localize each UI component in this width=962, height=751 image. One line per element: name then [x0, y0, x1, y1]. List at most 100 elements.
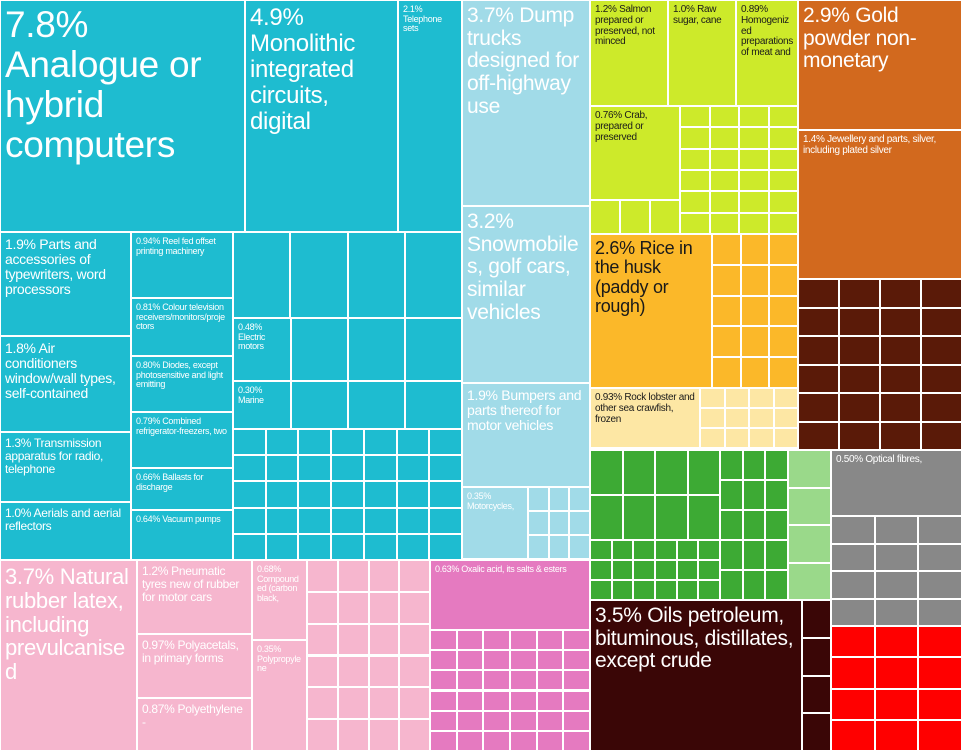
treemap-tile-small: [676, 540, 699, 560]
treemap-tile-small: [569, 535, 590, 559]
treemap-tile: 3.7% Dump trucks designed for off-highwa…: [462, 0, 590, 206]
treemap-tile-small: [590, 560, 612, 580]
treemap-tile: 0.50% Optical fibres,: [831, 450, 962, 516]
treemap-tile-small: [337, 655, 369, 688]
treemap-tile: 1.2% Pneumatic tyres new of rubber for m…: [137, 560, 252, 634]
treemap-tile-small: [563, 670, 590, 691]
treemap-tile-small: [831, 688, 875, 720]
treemap-tile: 0.35% Polypropylene: [252, 640, 307, 751]
treemap-tile-small: [740, 326, 770, 358]
treemap-tile-small: [291, 381, 348, 429]
treemap-tile-small: [396, 455, 430, 482]
treemap-tile-small: [680, 148, 710, 170]
treemap-tile: 2.6% Rice in the husk (paddy or rough): [590, 234, 712, 388]
treemap-tile-small: [368, 719, 400, 751]
treemap-tile-small: [921, 393, 962, 422]
treemap-tile-small: [769, 295, 798, 327]
treemap-tile-small: [331, 507, 364, 534]
treemap-tile-small: [742, 510, 766, 540]
treemap-tile-small: [611, 540, 634, 560]
treemap-tile-small: [483, 690, 510, 711]
treemap-tile-small: [337, 591, 369, 624]
treemap-tile-small: [769, 264, 798, 296]
treemap-tile-small: [456, 730, 484, 751]
treemap-tile-small: [720, 450, 743, 480]
treemap-tile-small: [802, 713, 831, 751]
treemap-tile-small: [633, 560, 655, 580]
treemap-tile-small: [510, 710, 537, 731]
treemap-tile-small: [874, 719, 919, 751]
treemap-tile-small: [590, 495, 623, 540]
treemap-tile-small: [655, 540, 677, 560]
treemap-tile-small: [676, 580, 699, 600]
treemap-tile-small: [399, 655, 430, 688]
treemap-tile-small: [712, 264, 741, 296]
treemap-tile-small: [348, 318, 405, 381]
treemap-tile-small: [765, 570, 788, 600]
treemap-tile-small: [331, 481, 364, 508]
treemap-tile-small: [839, 336, 880, 365]
treemap-tile-small: [655, 580, 677, 600]
treemap-tile-small: [298, 455, 332, 482]
treemap-tile-small: [740, 264, 770, 296]
treemap-tile-small: [563, 730, 590, 751]
treemap-tile: 1.9% Bumpers and parts thereof for motor…: [462, 383, 590, 487]
treemap-tile-small: [633, 540, 655, 560]
treemap-tile-small: [429, 481, 462, 508]
treemap-tile-small: [399, 560, 430, 592]
treemap-tile-small: [765, 480, 788, 510]
treemap-tile-small: [918, 571, 962, 599]
treemap-tile-small: [405, 381, 462, 429]
treemap-tile-small: [363, 429, 397, 456]
treemap-tile-small: [765, 540, 788, 570]
treemap-tile-small: [720, 540, 743, 570]
treemap-tile-small: [880, 307, 921, 336]
treemap-tile-small: [880, 393, 921, 422]
treemap-tile-small: [655, 450, 688, 495]
treemap-tile-small: [430, 630, 457, 651]
treemap-tile-small: [430, 730, 457, 751]
treemap-tile: 0.94% Reel fed offset printing machinery: [131, 232, 233, 298]
treemap-tile-small: [874, 626, 919, 658]
treemap-tile-small: [724, 408, 749, 428]
treemap-tile-small: [363, 533, 397, 560]
treemap-tile-small: [788, 525, 831, 563]
treemap-tile-small: [798, 421, 839, 450]
treemap-tile-small: [611, 560, 634, 580]
treemap-tile-small: [456, 710, 484, 731]
treemap-tile-small: [536, 670, 564, 691]
treemap-tile: 0.64% Vacuum pumps: [131, 510, 233, 560]
treemap-tile-small: [773, 408, 798, 428]
treemap-tile-small: [620, 200, 650, 234]
treemap-tile-small: [769, 326, 798, 358]
treemap-tile-small: [483, 630, 510, 651]
treemap-tile-small: [456, 690, 484, 711]
treemap-tile-small: [456, 670, 484, 691]
treemap-tile-small: [307, 623, 338, 656]
treemap-tile: 0.66% Ballasts for discharge: [131, 468, 233, 510]
treemap-tile-small: [700, 388, 725, 408]
treemap-tile-small: [331, 455, 364, 482]
treemap-tile-small: [590, 200, 620, 234]
treemap-tile-small: [802, 637, 831, 676]
treemap-tile-small: [337, 687, 369, 720]
treemap-tile: 3.2% Snowmobiles, golf cars, similar veh…: [462, 206, 590, 383]
treemap-tile-small: [740, 357, 770, 388]
treemap-tile-small: [739, 191, 769, 213]
treemap-tile-small: [483, 710, 510, 731]
treemap-tile-small: [265, 481, 299, 508]
treemap-tile-small: [921, 364, 962, 393]
treemap-tile-small: [839, 307, 880, 336]
treemap-tile-small: [921, 307, 962, 336]
treemap-tile-small: [396, 533, 430, 560]
treemap-tile-small: [233, 481, 266, 508]
treemap-tile-small: [528, 535, 549, 559]
treemap-tile-small: [368, 655, 400, 688]
treemap-tile: 0.63% Oxalic acid, its salts & esters: [430, 560, 590, 630]
treemap-tile-small: [742, 450, 766, 480]
treemap-tile-small: [396, 429, 430, 456]
treemap-tile-small: [368, 591, 400, 624]
treemap-tile-small: [265, 533, 299, 560]
treemap-tile-small: [536, 730, 564, 751]
treemap-tile-small: [569, 487, 590, 511]
